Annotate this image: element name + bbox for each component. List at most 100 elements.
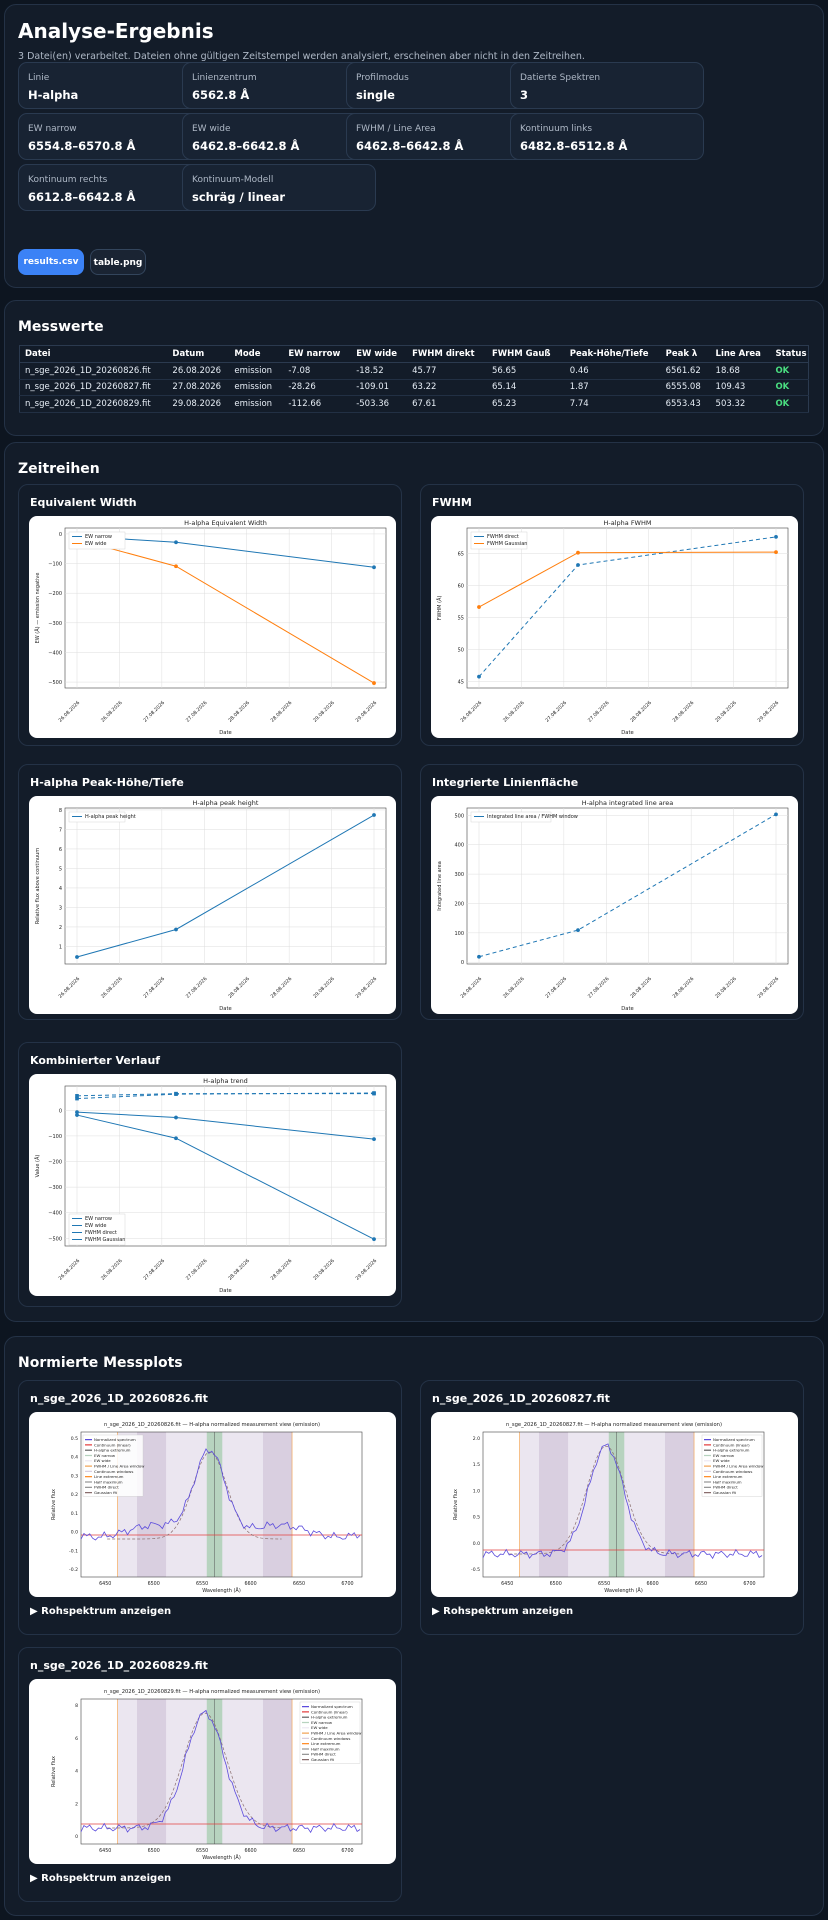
table-cell: 65.14	[486, 379, 565, 396]
x-tick-label: 26.08.2026	[58, 700, 82, 724]
peak-panel-title: H-alpha Peak-Höhe/Tiefe	[30, 776, 184, 789]
x-tick-label: 6550	[196, 1848, 208, 1854]
legend-label: FWHM / Line Area window	[713, 1464, 764, 1469]
y-tick-label: 5	[59, 866, 62, 872]
x-tick-label: 6450	[501, 1581, 513, 1587]
raw-spectrum-toggle-2[interactable]: ▶ Rohspektrum anzeigen	[432, 1606, 574, 1617]
x-tick-label: 29.08.2026	[312, 700, 336, 724]
field-label: Linienzentrum	[192, 73, 257, 83]
x-tick-label: 27.08.2026	[587, 976, 611, 1000]
field-value: 6612.8–6642.8 Å	[28, 190, 136, 204]
table-cell: -28.26	[283, 379, 352, 396]
x-tick-label: 26.08.2026	[100, 700, 124, 724]
chart-title: H-alpha integrated line area	[582, 799, 674, 807]
ew-chart: H-alpha Equivalent Width 26.08.2026 26.08.…	[34, 519, 387, 736]
y-tick-label: 55	[458, 616, 464, 622]
field-value: 6554.8–6570.8 Å	[28, 139, 136, 153]
field-label: Kontinuum rechts	[28, 175, 108, 185]
download-csv-button[interactable]: results.csv	[18, 249, 84, 275]
x-tick-label: 26.08.2026	[58, 1258, 82, 1282]
download-png-button[interactable]: table.png	[90, 249, 146, 275]
raw-spectrum-toggle-3[interactable]: ▶ Rohspektrum anzeigen	[30, 1873, 172, 1884]
legend-label: EW wide	[94, 1458, 111, 1463]
data-point	[372, 1237, 376, 1242]
y-tick-label: 200	[454, 901, 464, 907]
table-cell: -18.52	[351, 362, 408, 380]
area-panel: Integrierte Linienfläche H-alpha integra…	[420, 764, 804, 1020]
legend-label: Continuum (linear)	[713, 1442, 750, 1447]
x-tick-label: 27.08.2026	[142, 1258, 166, 1282]
x-axis-label: Date	[219, 1288, 231, 1294]
x-tick-label: 26.08.2026	[100, 976, 124, 1000]
table-row: n_sge_2026_1D_20260826.fit 26.08.2026 emis…	[19, 362, 809, 380]
continuum-window-right	[262, 1699, 293, 1844]
y-tick-label: -0.1	[69, 1548, 78, 1554]
x-tick-label: 6600	[244, 1848, 256, 1854]
table-header: Datei	[19, 345, 168, 363]
y-tick-label: -0.5	[471, 1567, 480, 1573]
section-title-normplots: Normierte Messplots	[18, 1355, 183, 1371]
continuum-window-left	[137, 1699, 167, 1844]
ew-panel-title: Equivalent Width	[30, 496, 137, 509]
legend-box	[299, 1701, 361, 1764]
y-tick-label: 7	[59, 827, 62, 833]
y-tick-label: 0	[75, 1834, 78, 1840]
y-tick-label: 1	[59, 944, 62, 950]
legend-label: EW narrow	[94, 1453, 116, 1458]
y-tick-label: 0.0	[71, 1530, 78, 1536]
chart-title: H-alpha FWHM	[604, 519, 652, 527]
x-tick-label: 6650	[293, 1581, 305, 1587]
x-tick-label: 26.08.2026	[502, 976, 526, 1000]
table-cell: 18.68	[710, 362, 771, 380]
table-header: Mode	[229, 345, 284, 363]
table-header: EW narrow	[283, 345, 352, 363]
y-tick-label: −500	[48, 1236, 62, 1242]
data-point	[174, 927, 178, 932]
plot-frame	[64, 1085, 387, 1247]
y-tick-label: −300	[48, 621, 62, 627]
data-point	[372, 1137, 376, 1142]
y-axis-label: Relative flux	[453, 1489, 459, 1520]
data-point	[75, 1094, 79, 1098]
table-cell: 45.77	[407, 362, 487, 380]
y-tick-label: −400	[48, 1211, 62, 1217]
field-label: EW wide	[192, 124, 231, 134]
raw-spectrum-toggle-1[interactable]: ▶ Rohspektrum anzeigen	[30, 1606, 172, 1617]
y-tick-label: 1.0	[473, 1488, 480, 1494]
y-axis-label: FWHM (Å)	[436, 596, 443, 621]
table-cell: 7.74	[564, 395, 661, 413]
data-point	[477, 674, 481, 679]
x-tick-label: 28.08.2026	[270, 1258, 294, 1282]
x-axis-label: Date	[621, 1006, 633, 1012]
measure-table: Datei Datum Mode EW narrow EW wide FWHM direk…	[19, 345, 809, 413]
x-tick-label: 28.08.2026	[672, 976, 696, 1000]
gaussian-fit	[509, 1445, 684, 1555]
continuum-window-right	[262, 1432, 293, 1577]
table-header: Datum	[167, 345, 230, 363]
fwhm-panel-title: FWHM	[432, 496, 472, 509]
peak-panel: H-alpha Peak-Höhe/Tiefe H-alpha peak hei…	[18, 764, 402, 1020]
x-tick-label: 6500	[148, 1581, 160, 1587]
x-tick-label: 6450	[99, 1848, 111, 1854]
legend-label: Continuum windows	[311, 1736, 350, 1741]
legend-box	[82, 1434, 144, 1497]
chart-title: H-alpha Equivalent Width	[184, 519, 267, 527]
table-cell: 6553.43	[660, 395, 711, 413]
y-tick-label: −100	[48, 1134, 62, 1140]
field-label: FWHM / Line Area	[356, 124, 436, 134]
y-tick-label: 0.3	[71, 1473, 78, 1479]
x-tick-label: 6650	[695, 1581, 707, 1587]
norm-panel-1-title: n_sge_2026_1D_20260826.fit	[30, 1392, 208, 1405]
legend-label: H-alpha extremum	[94, 1448, 131, 1453]
y-tick-label: 500	[454, 813, 464, 819]
x-tick-label: 28.08.2026	[270, 976, 294, 1000]
norm-plot-1: n_sge_2026_1D_20260826.fit — H-alpha nor…	[51, 1422, 363, 1594]
legend-label: Line extremum	[311, 1741, 341, 1746]
area-chart: H-alpha integrated line area 26.08.2026 26…	[437, 799, 789, 1012]
legend-label: FWHM Gaussian	[85, 1237, 125, 1243]
y-tick-label: 60	[458, 584, 464, 590]
y-tick-label: 2	[75, 1801, 78, 1807]
table-cell: 6555.08	[660, 379, 711, 396]
combined-panel-title: Kombinierter Verlauf	[30, 1054, 161, 1067]
norm-panel-3: n_sge_2026_1D_20260829.fit n_sge_2026_1D…	[18, 1647, 402, 1902]
